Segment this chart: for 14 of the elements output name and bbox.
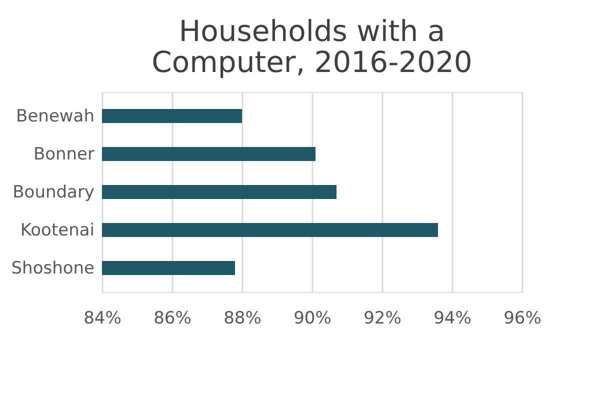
text: Households with a: [178, 14, 446, 48]
x-tick-label: 84%: [84, 308, 122, 328]
y-tick-label: Bonner: [33, 144, 95, 164]
y-tick-label: Benewah: [16, 106, 94, 126]
text: Computer, 2016-2020: [152, 45, 472, 79]
x-tick-label: 92%: [364, 308, 402, 328]
x-tick-label: 86%: [154, 308, 192, 328]
x-tick-label: 88%: [224, 308, 262, 328]
x-tick-label: 94%: [434, 308, 472, 328]
y-tick-label: Kootenai: [20, 220, 94, 240]
y-tick-label: Shoshone: [11, 258, 94, 278]
y-tick-label: Boundary: [12, 182, 94, 202]
x-tick-label: 90%: [294, 308, 332, 328]
x-tick-label: 96%: [504, 308, 542, 328]
